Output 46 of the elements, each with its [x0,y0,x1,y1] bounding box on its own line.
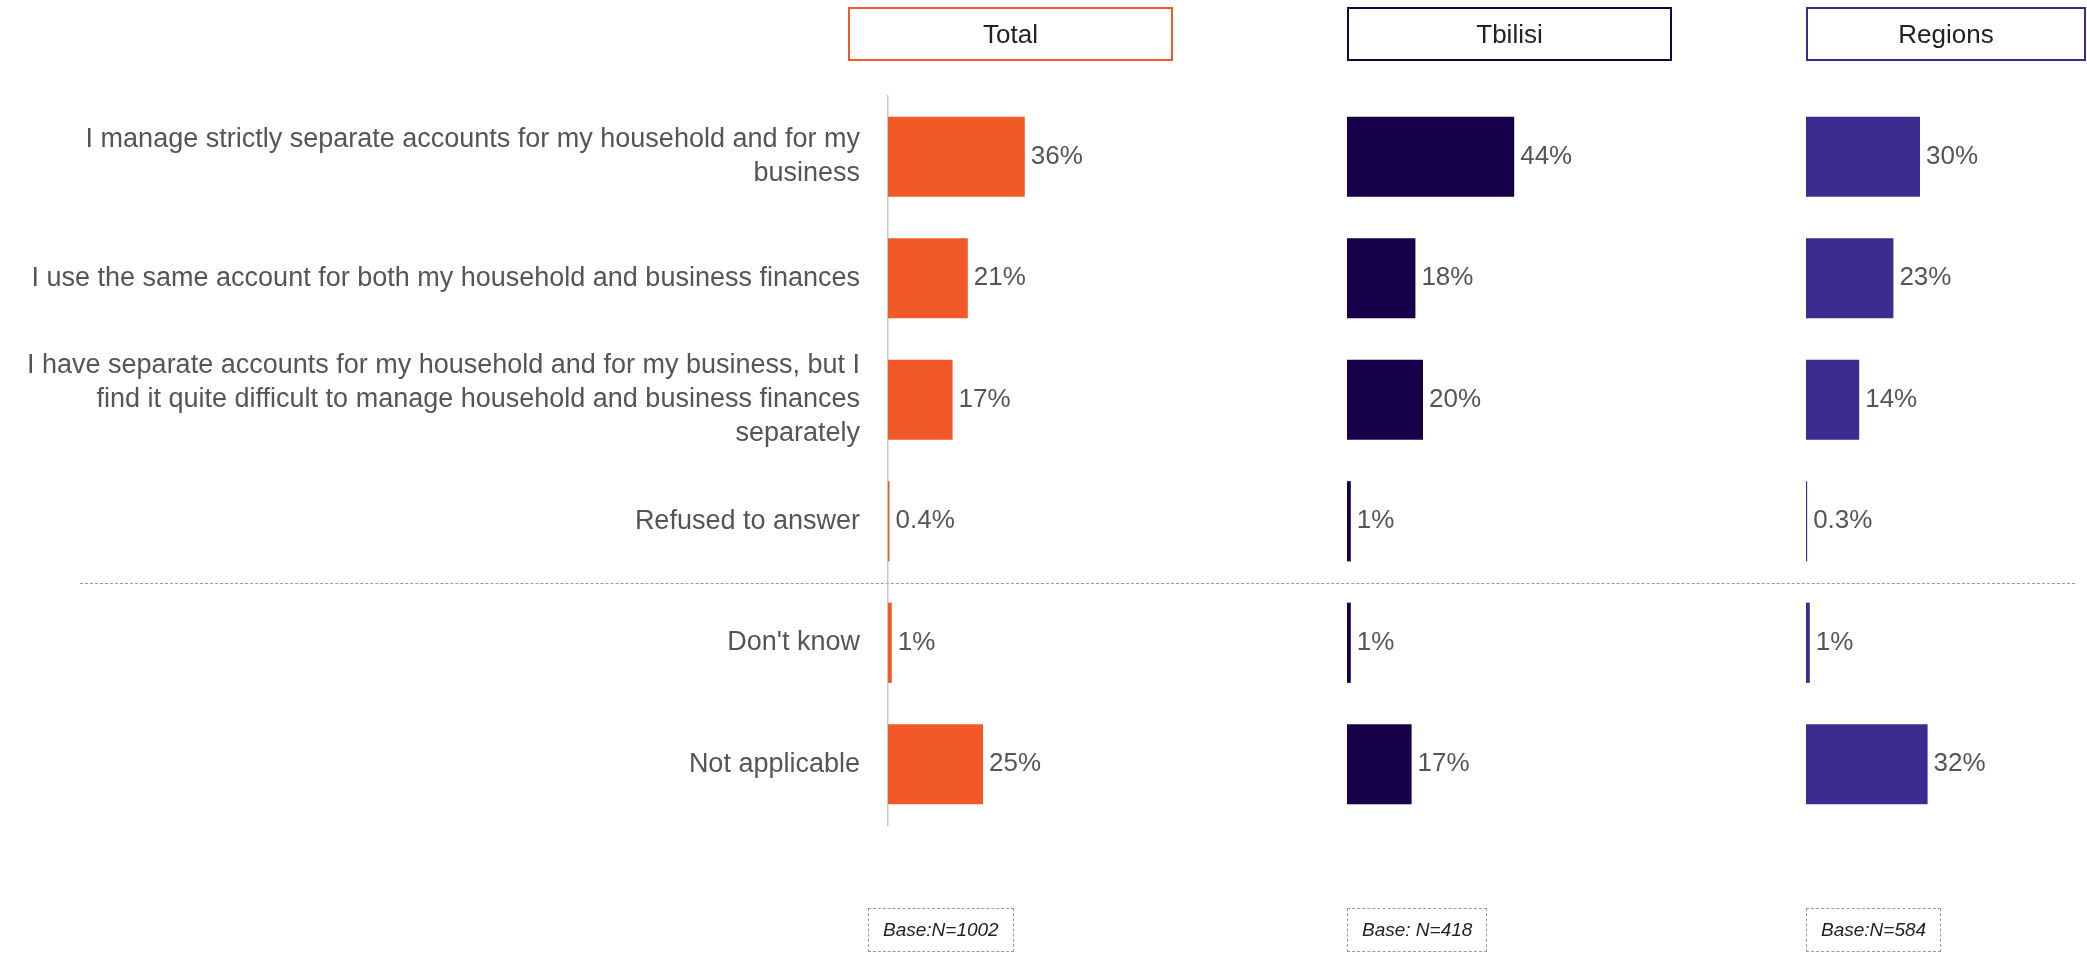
text: Base: N=418 [1347,908,1488,952]
data-label: 20% [1429,382,1482,413]
bar [1806,359,1860,440]
chart-title: Total [848,7,1173,61]
bar [1806,602,1810,683]
bar [1347,481,1351,562]
text: Base:N=584 [1806,908,1942,952]
data-label: 36% [1030,139,1083,170]
chart-title: Tbilisi [1347,7,1672,61]
bar [888,359,953,440]
y-tick-label: I manage strictly separate accounts for my household and for my business [85,123,861,188]
y-tick-label: I use the same account for both my household and business finances [31,261,860,292]
y-tick-label: I have separate accounts for my household and for my business, but I find it quite difficult to manage household and business finances separately [27,349,861,447]
data-label: 0.3% [1813,504,1873,535]
data-label: 0.4% [895,504,955,535]
data-label: 23% [1899,261,1952,292]
bar [1806,238,1894,319]
bar [1347,116,1515,197]
bar [888,602,892,683]
data-label: 25% [989,747,1042,778]
bar [888,238,968,319]
data-label: 17% [958,382,1011,413]
bar [1347,238,1416,319]
bar [1806,116,1920,197]
bar [1347,724,1412,805]
y-tick-label: Refused to answer [634,504,861,535]
bar [1347,602,1351,683]
bar [888,116,1025,197]
bar [888,724,983,805]
chart-title: Regions [1806,7,2086,61]
bar [1347,359,1423,440]
y-tick-label: Don't know [727,626,861,657]
data-label: 1% [1356,625,1395,656]
bar [1806,724,1928,805]
data-label: 14% [1865,382,1918,413]
text: Base:N=1002 [868,908,1014,952]
y-tick-label: Not applicable [688,747,860,778]
data-label: 30% [1926,139,1979,170]
data-label: 1% [1356,504,1395,535]
data-label: 21% [973,261,1026,292]
data-label: 17% [1417,747,1470,778]
data-label: 32% [1933,747,1986,778]
data-label: 18% [1421,261,1474,292]
data-label: 44% [1520,139,1573,170]
data-label: 1% [1815,625,1854,656]
data-label: 1% [897,625,936,656]
